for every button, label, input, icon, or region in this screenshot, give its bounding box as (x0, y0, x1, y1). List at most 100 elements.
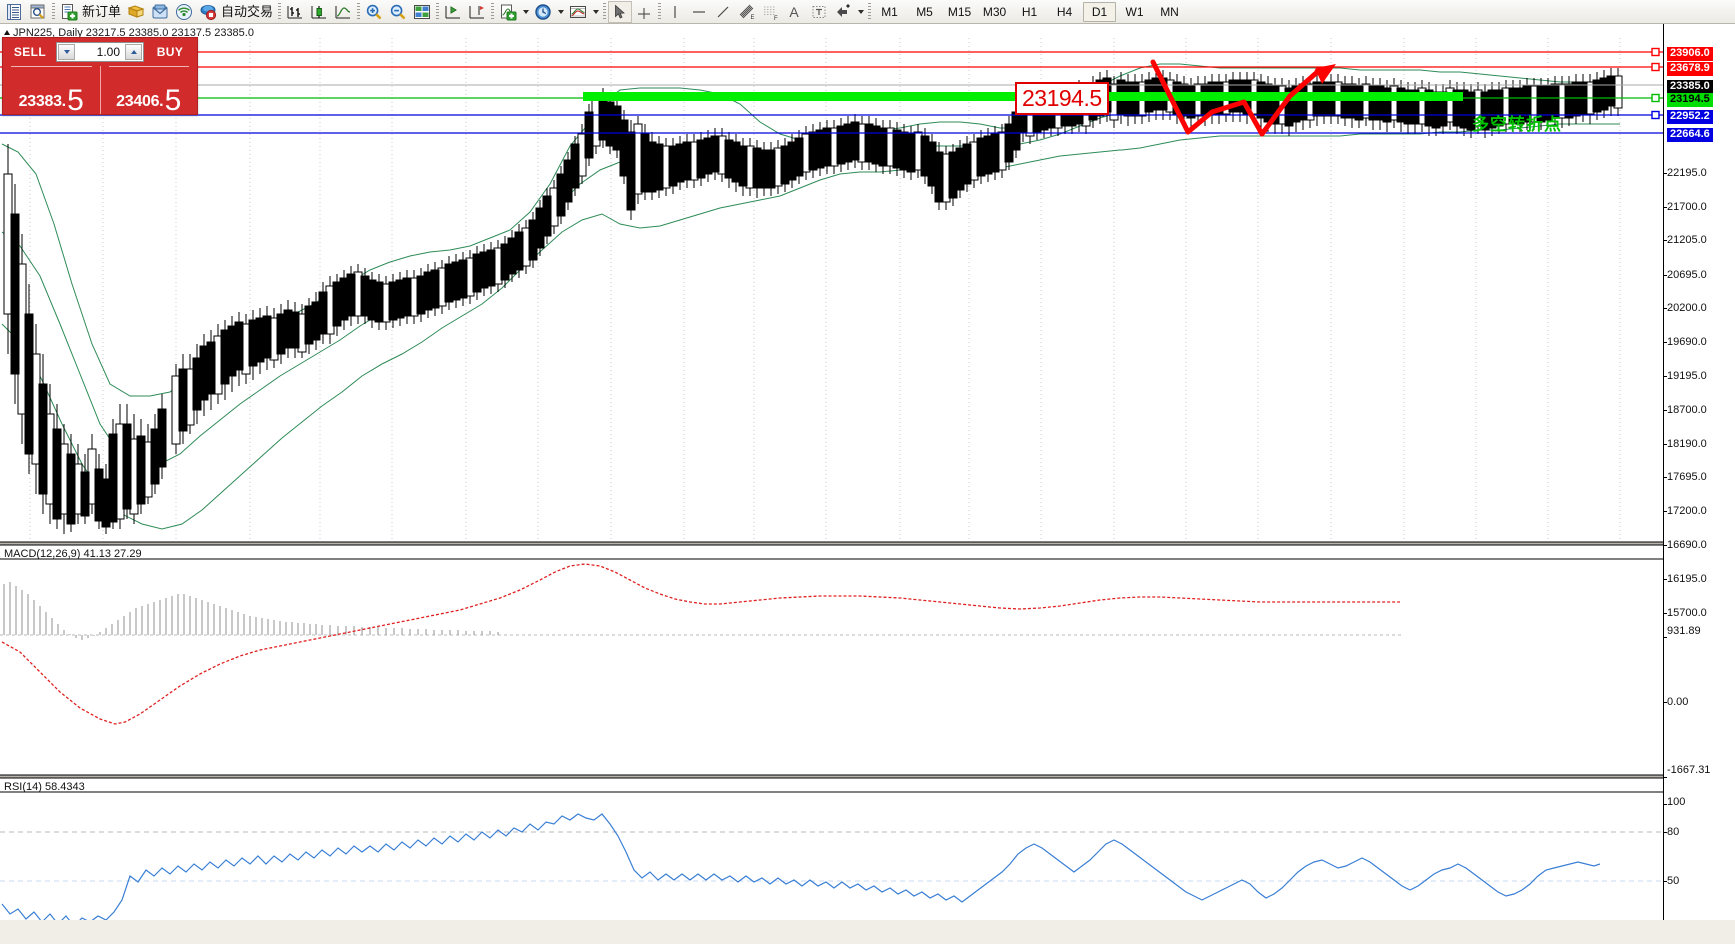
price-tickmark (1663, 613, 1667, 614)
rsi-indicator-label: RSI(14) 58.4343 (4, 781, 85, 793)
rsi-tickmark (1663, 804, 1667, 805)
text-tool-label[interactable]: A (789, 3, 799, 20)
templates-combo[interactable] (566, 1, 601, 23)
price-tickmark (1663, 240, 1667, 241)
vertical-gridlines (29, 38, 1621, 542)
price-tick-16690: 16690.0 (1667, 539, 1707, 551)
rsi-tickmark (1663, 832, 1667, 833)
new-order-icon[interactable] (57, 1, 81, 23)
lot-decrease-icon[interactable] (58, 44, 75, 60)
price-badge-23194[interactable]: 23194.5 (1667, 93, 1713, 107)
chevron-down-icon[interactable] (520, 1, 531, 23)
clock-blue-icon[interactable] (531, 1, 555, 23)
sell-button[interactable]: SELL (13, 45, 47, 59)
timeframe-m5[interactable]: M5 (916, 4, 933, 19)
candlestick-chart-icon[interactable] (307, 1, 331, 23)
horizontal-line-icon[interactable] (687, 1, 711, 23)
chevron-down-icon[interactable] (855, 1, 866, 23)
forecast-arrow-annotation (1150, 59, 1318, 137)
sell-price-main: 23383 (18, 93, 62, 110)
equidistant-channel-icon[interactable]: E (735, 1, 759, 23)
chevron-down-icon[interactable] (555, 1, 566, 23)
crosshair-icon[interactable] (632, 1, 656, 23)
main-toolbar: 新订单 (0, 0, 1735, 24)
price-tick-19195: 19195.0 (1667, 370, 1707, 382)
price-callout-box[interactable]: 23194.5 (1015, 82, 1109, 115)
price-line-handle (1651, 62, 1660, 72)
candlestick-series (3, 68, 1623, 534)
bottom-strip[interactable] (0, 920, 1735, 944)
bar-chart-icon[interactable] (283, 1, 307, 23)
buy-price-cell[interactable]: 23406 . 5 (99, 66, 198, 116)
lot-size-value[interactable]: 1.00 (75, 43, 125, 61)
price-tick-17200: 17200.0 (1667, 505, 1707, 517)
tile-windows-icon[interactable] (410, 1, 434, 23)
chart-menu-arrow-icon[interactable] (4, 30, 10, 35)
macd-tickmark (1663, 637, 1667, 638)
price-tickmark (1663, 342, 1667, 343)
timeframe-m1[interactable]: M1 (881, 4, 898, 19)
timeframe-w1[interactable]: W1 (1125, 4, 1144, 19)
timeframe-mn[interactable]: MN (1160, 4, 1179, 19)
mailbox-icon[interactable] (148, 1, 172, 23)
price-chart-plot[interactable] (0, 24, 1663, 923)
chevron-down-icon[interactable] (590, 1, 601, 23)
toolbar-separator (601, 2, 608, 22)
data-window-icon[interactable] (26, 1, 50, 23)
macd-tick-top: 931.89 (1667, 625, 1701, 637)
signal-wifi-icon[interactable] (172, 1, 196, 23)
zoom-in-icon[interactable] (362, 1, 386, 23)
price-scale-divider (1663, 24, 1664, 922)
forecast-arrowhead (1311, 64, 1336, 84)
shapes-arrows-icon[interactable] (831, 1, 855, 23)
vertical-line-icon[interactable] (663, 1, 687, 23)
price-tickmark (1663, 579, 1667, 580)
line-chart-icon[interactable] (331, 1, 355, 23)
auto-scroll-icon[interactable] (465, 1, 489, 23)
sell-price-cell[interactable]: 23383 . 5 (3, 66, 100, 116)
rsi-subwindow (0, 774, 1663, 923)
chart-shift-icon[interactable] (441, 1, 465, 23)
lot-size-stepper[interactable]: 1.00 (56, 42, 144, 62)
periods-combo[interactable] (531, 1, 566, 23)
macd-subwindow (0, 541, 1663, 725)
price-tickmark (1663, 376, 1667, 377)
price-tickmark (1663, 545, 1667, 546)
price-tick-20200: 20200.0 (1667, 302, 1707, 314)
one-click-trading-panel[interactable]: SELL 1.00 BUY 23383 . 5 23406 (2, 37, 198, 116)
trendline-icon[interactable] (711, 1, 735, 23)
new-order-label[interactable]: 新订单 (82, 3, 122, 19)
toolbar-separator (50, 2, 57, 22)
chart-canvas[interactable]: JPN225, Daily 23217.5 23385.0 23137.5 23… (0, 24, 1735, 944)
indicators-combo[interactable] (496, 1, 531, 23)
fibonacci-icon[interactable]: F (759, 1, 783, 23)
letter-a-icon[interactable]: A (783, 1, 807, 23)
folder-gold-icon[interactable] (124, 1, 148, 23)
lot-increase-icon[interactable] (125, 44, 142, 60)
price-badge-bid-23385[interactable]: 23385.0 (1667, 80, 1713, 94)
rsi-tickmark (1663, 881, 1667, 882)
market-watch-icon[interactable] (2, 1, 26, 23)
autotrading-icon[interactable] (196, 1, 220, 23)
template-chart-icon[interactable] (566, 1, 590, 23)
timeframe-d1[interactable]: D1 (1083, 1, 1117, 22)
timeframe-m15[interactable]: M15 (947, 4, 972, 19)
price-badge-23678[interactable]: 23678.9 (1667, 62, 1713, 76)
price-badge-22664[interactable]: 22664.6 (1667, 128, 1713, 142)
price-badge-23906[interactable]: 23906.0 (1667, 47, 1713, 61)
trade-panel-prices: 23383 . 5 23406 . 5 (3, 66, 198, 116)
autotrading-label[interactable]: 自动交易 (221, 3, 274, 19)
add-green-icon[interactable] (496, 1, 520, 23)
price-badge-22952[interactable]: 22952.2 (1667, 110, 1713, 124)
timeframe-h1[interactable]: H1 (1021, 4, 1038, 19)
timeframe-m30[interactable]: M30 (982, 4, 1007, 19)
text-label-t-icon[interactable] (807, 1, 831, 23)
cursor-arrow-icon[interactable] (608, 0, 633, 23)
macd-tick-bottom: -1667.31 (1667, 764, 1711, 776)
buy-button[interactable]: BUY (156, 45, 184, 59)
shapes-combo[interactable] (831, 1, 866, 23)
timeframe-h4[interactable]: H4 (1056, 4, 1073, 19)
zoom-out-icon[interactable] (386, 1, 410, 23)
toolbar-separator (276, 2, 283, 22)
